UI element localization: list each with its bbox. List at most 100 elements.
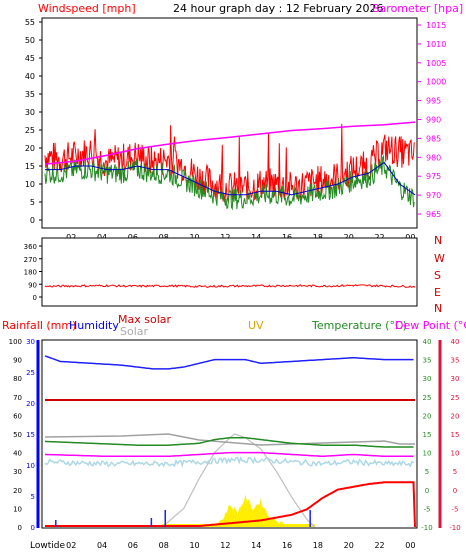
uv-label: UV	[248, 319, 264, 332]
time-tick-label: 00	[405, 541, 415, 550]
baro-tick-label: 985	[426, 134, 441, 143]
temp-tick-label: 40	[423, 338, 432, 346]
humidity-tick-label: 40	[13, 450, 22, 458]
direction-tick-label: 270	[24, 256, 37, 264]
wind-tick-label: 40	[25, 72, 35, 81]
dewpoint-tick-label: 0	[453, 487, 457, 495]
dewpoint-tick-label: 15	[451, 431, 460, 439]
panel-direction-frame	[41, 237, 418, 307]
compass-label: S	[434, 269, 441, 282]
dewpoint-tick-label: 25	[451, 394, 460, 402]
solar-label: Solar	[120, 325, 149, 338]
baro-tick-label: 970	[426, 191, 441, 200]
temp-tick-label: -5	[424, 505, 431, 513]
barometer-line	[44, 121, 416, 165]
time-tick-label: 06	[128, 541, 138, 550]
rain-tick-label: 25	[26, 369, 35, 377]
wind-tick-label: 10	[25, 180, 35, 189]
max-solar-label: Max solar	[118, 313, 171, 326]
dewpoint-line	[45, 451, 414, 458]
baro-tick-label: 1010	[426, 40, 446, 49]
max-solar-line	[161, 433, 316, 528]
humidity-line	[44, 355, 414, 370]
dewpoint-tick-label: -5	[452, 505, 459, 513]
time-tick-label: 16	[282, 541, 292, 550]
dewpoint-tick-label: 5	[453, 468, 457, 476]
baro-tick-label: 975	[426, 172, 441, 181]
time-tick-label: 08	[159, 541, 169, 550]
rain-tick-label: 20	[26, 400, 35, 408]
humidity-tick-label: 90	[13, 357, 22, 365]
wind-tick-label: 25	[25, 126, 35, 135]
wind-tick-label: 0	[30, 216, 35, 225]
wind-tick-label: 20	[25, 144, 35, 153]
baro-tick-label: 1015	[426, 21, 446, 30]
humidity-tick-label: 0	[18, 524, 22, 532]
solar-grey-line	[44, 433, 415, 446]
humidity-tick-label: 70	[13, 394, 22, 402]
windchill-line	[44, 455, 414, 468]
time-tick-label: 10	[189, 541, 199, 550]
dewpoint-tick-label: 20	[451, 412, 460, 420]
dewpoint-tick-label: -10	[449, 524, 460, 532]
lowtide-label: Lowtide	[30, 541, 65, 551]
wind-tick-label: 45	[25, 54, 35, 63]
dewpoint-label: Dew Point (°C)	[395, 319, 466, 332]
humidity-tick-label: 20	[13, 487, 22, 495]
windspeed-label: Windspeed [mph]	[38, 2, 136, 15]
wind-tick-label: 5	[30, 198, 35, 207]
dewpoint-tick-label: 40	[451, 338, 460, 346]
temp-tick-label: 15	[423, 431, 432, 439]
rain-tick-label: 10	[26, 462, 35, 470]
wind-tick-label: 55	[25, 18, 35, 27]
time-tick-label: 20	[344, 541, 354, 550]
direction-tick-label: 180	[24, 269, 37, 277]
dewpoint-tick-label: 10	[451, 450, 460, 458]
temp-tick-label: 35	[423, 357, 432, 365]
humidity-tick-label: 60	[13, 412, 22, 420]
temp-tick-label: 30	[423, 375, 432, 383]
time-tick-label: 04	[97, 541, 107, 550]
time-tick-label: 22	[374, 541, 384, 550]
rainfall-label: Rainfall (mm)	[2, 319, 76, 332]
baro-tick-label: 980	[426, 153, 441, 162]
temp-tick-label: 25	[423, 394, 432, 402]
baro-tick-label: 990	[426, 116, 441, 125]
temp-tick-label: 10	[423, 450, 432, 458]
wind-tick-label: 30	[25, 108, 35, 117]
panel-temperature-frame	[41, 339, 418, 529]
time-tick-label: 14	[251, 541, 261, 550]
wind-smooth-line	[45, 161, 416, 196]
chart-title: 24 hour graph day : 12 February 2026	[173, 2, 384, 15]
wind-tick-label: 15	[25, 162, 35, 171]
direction-tick-label: 0	[33, 294, 37, 302]
dewpoint-tick-label: 35	[451, 357, 460, 365]
time-tick-label: 12	[220, 541, 230, 550]
humidity-tick-label: 80	[13, 375, 22, 383]
humidity-tick-label: 100	[9, 338, 22, 346]
rainfall-line	[45, 481, 416, 528]
humidity-tick-label: 10	[13, 505, 22, 513]
humidity-tick-label: 50	[13, 431, 22, 439]
temp-tick-label: 5	[425, 468, 429, 476]
temperature-line	[44, 436, 414, 448]
direction-tick-label: 360	[24, 243, 37, 251]
temp-tick-label: 20	[423, 412, 432, 420]
temp-tick-label: 0	[425, 487, 429, 495]
humidity-label: Humidity	[69, 319, 119, 332]
humidity-tick-label: 30	[13, 468, 22, 476]
uv-daylight-band	[162, 524, 315, 527]
time-tick-label: 02	[66, 541, 76, 550]
temp-tick-label: -10	[421, 524, 432, 532]
rain-tick-label: 15	[26, 431, 35, 439]
baro-tick-label: 1000	[426, 78, 446, 87]
wind-average-line	[44, 154, 415, 211]
baro-tick-label: 965	[426, 210, 441, 219]
compass-label: N	[434, 234, 442, 247]
panel-wind-frame	[41, 17, 418, 229]
wind-tick-label: 35	[25, 90, 35, 99]
baro-tick-label: 1005	[426, 59, 446, 68]
wind-tick-label: 50	[25, 36, 35, 45]
